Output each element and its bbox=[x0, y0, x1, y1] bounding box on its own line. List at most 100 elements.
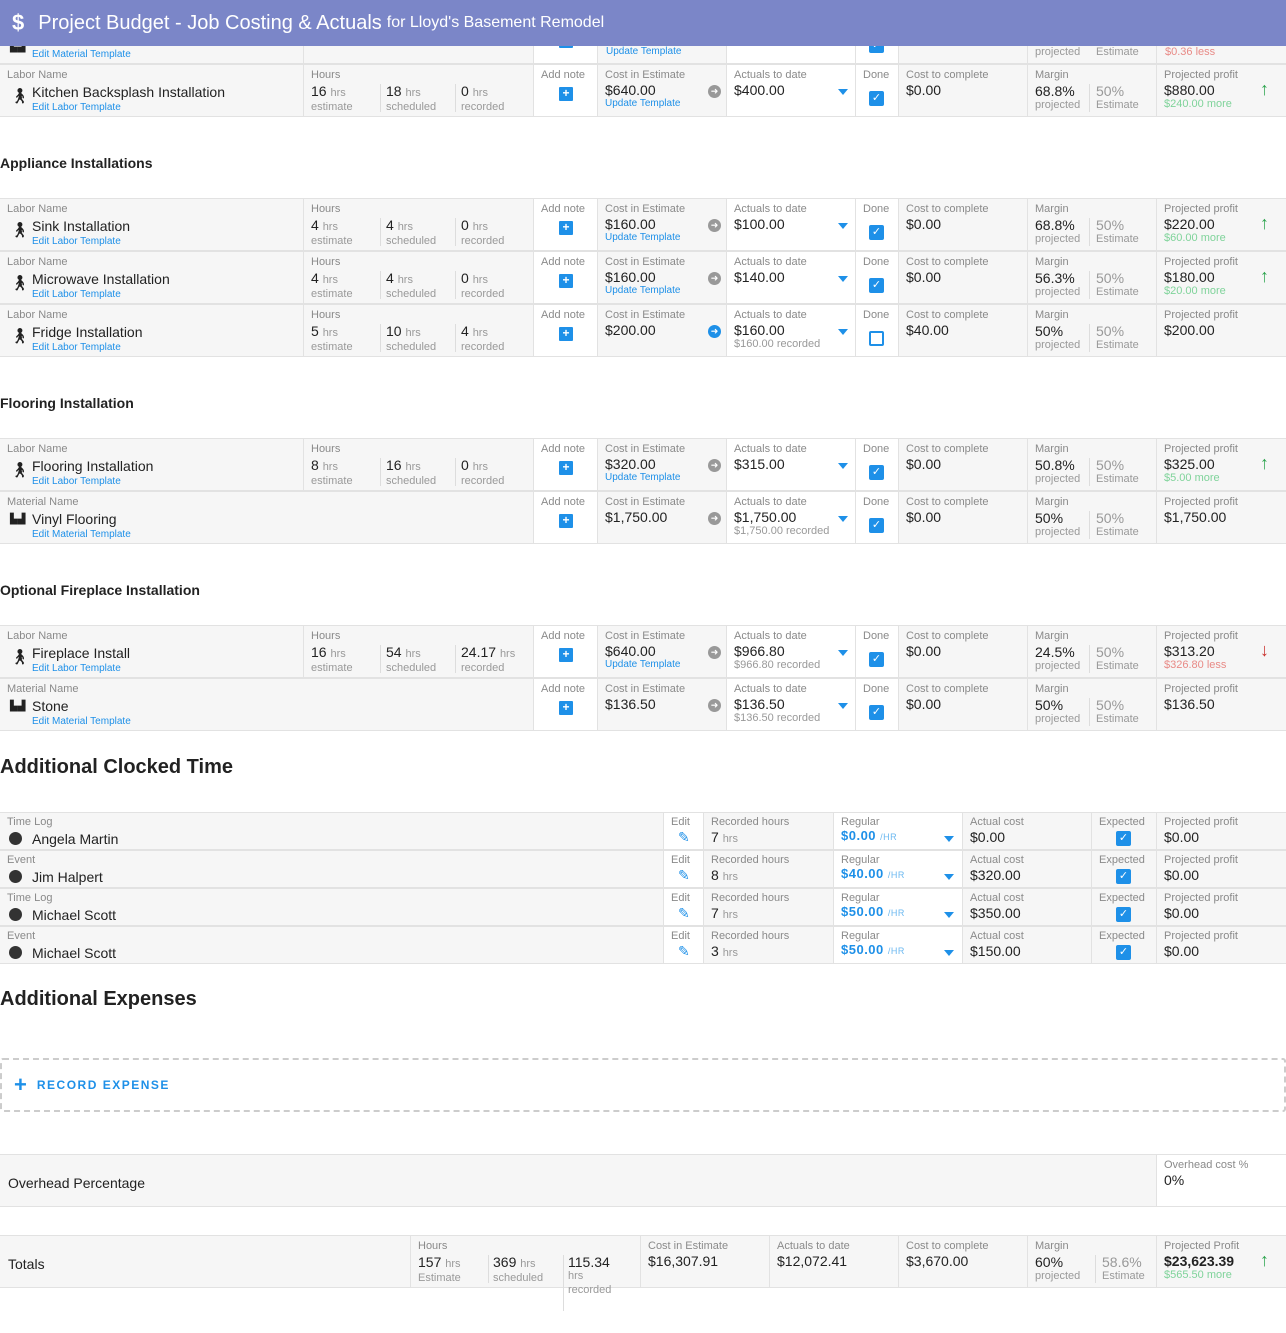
arrow-right-circle-icon[interactable]: ➜ bbox=[708, 699, 721, 712]
edit-material-template-link[interactable]: Edit Material Template bbox=[32, 529, 131, 540]
done-checkbox[interactable]: ✓ bbox=[869, 652, 884, 667]
done-checkbox[interactable]: ✓ bbox=[869, 91, 884, 106]
done-checkbox[interactable]: ✓ bbox=[869, 225, 884, 240]
rate-value[interactable]: $50.00 /HR bbox=[841, 942, 955, 957]
person-walking-icon: 🚶︎ bbox=[10, 462, 30, 479]
hours-caption: scheduled bbox=[386, 101, 437, 113]
arrow-right-circle-icon[interactable]: ➜ bbox=[708, 459, 721, 472]
cost-in-estimate-value: $200.00 bbox=[605, 322, 656, 338]
total-cost-to-complete: $3,670.00 bbox=[906, 1253, 969, 1269]
expected-cell: Expected ✓ bbox=[1091, 851, 1156, 887]
expected-checkbox[interactable]: ✓ bbox=[1116, 869, 1131, 884]
actuals-value[interactable]: $966.80 bbox=[734, 643, 785, 659]
dropdown-caret-icon[interactable] bbox=[944, 912, 954, 918]
edit-icon[interactable]: ✎ bbox=[678, 943, 690, 959]
done-checkbox[interactable]: ✓ bbox=[869, 465, 884, 480]
arrow-right-circle-icon[interactable]: ➜ bbox=[708, 646, 721, 659]
item-name: Fridge Installation bbox=[32, 324, 143, 340]
time-entry-name-cell: Time Log Michael Scott bbox=[0, 889, 663, 925]
expected-checkbox[interactable]: ✓ bbox=[1116, 945, 1131, 960]
dropdown-caret-icon[interactable] bbox=[838, 329, 848, 335]
done-checkbox[interactable]: ✓ bbox=[869, 518, 884, 533]
hours-cell: Hours 8 hrs estimate 16 hrs scheduled 0 hrs re… bbox=[303, 439, 533, 490]
expected-checkbox[interactable]: ✓ bbox=[1116, 907, 1131, 922]
done-checkbox[interactable]: ✓ bbox=[869, 278, 884, 293]
dropdown-caret-icon[interactable] bbox=[838, 223, 848, 229]
dropdown-caret-icon[interactable] bbox=[944, 836, 954, 842]
field-label: Regular bbox=[841, 930, 880, 942]
arrow-right-circle-icon[interactable]: ➜ bbox=[708, 325, 721, 338]
edit-icon[interactable]: ✎ bbox=[678, 905, 690, 921]
dropdown-caret-icon[interactable] bbox=[838, 516, 848, 522]
labor-row: Labor Name 🚶︎ Fireplace Install Edit Labor … bbox=[0, 625, 1286, 678]
add-note-icon[interactable]: + bbox=[559, 327, 573, 341]
actuals-value[interactable]: $160.00 bbox=[734, 322, 785, 338]
time-entry-row: Time Log Michael Scott Edit ✎ Recorded hours… bbox=[0, 888, 1286, 926]
actuals-value[interactable]: $315.00 bbox=[734, 456, 785, 472]
hours-estimate: 8 hrs estimate bbox=[311, 458, 353, 488]
actuals-value[interactable]: $140.00 bbox=[734, 269, 785, 285]
add-note-icon[interactable]: + bbox=[559, 514, 573, 528]
update-template-link[interactable]: Update Template bbox=[605, 472, 681, 483]
edit-labor-template-link[interactable]: Edit Labor Template bbox=[32, 663, 121, 674]
record-expense-button[interactable]: + RECORD EXPENSE bbox=[0, 1058, 1286, 1112]
person-walking-icon: 🚶︎ bbox=[10, 275, 30, 292]
dropdown-caret-icon[interactable] bbox=[944, 874, 954, 880]
add-note-icon[interactable]: + bbox=[559, 701, 573, 715]
rate-value[interactable]: $40.00 /HR bbox=[841, 866, 955, 881]
edit-cell: Edit ✎ bbox=[663, 889, 703, 925]
actuals-value[interactable]: $400.00 bbox=[734, 82, 785, 98]
total-hours-recorded: 115.34 bbox=[568, 1254, 610, 1270]
field-label: Add note bbox=[541, 496, 586, 508]
edit-icon[interactable]: ✎ bbox=[678, 829, 690, 845]
material-row: Material Name ▙▟ Vinyl Flooring Edit Materi… bbox=[0, 491, 1286, 544]
cost-in-estimate-cell: Cost in Estimate $160.00 Update Template ➜ bbox=[597, 252, 726, 303]
dropdown-caret-icon[interactable] bbox=[944, 950, 954, 956]
done-checkbox[interactable] bbox=[869, 331, 884, 346]
dropdown-caret-icon[interactable] bbox=[838, 463, 848, 469]
update-template-link[interactable]: Update Template bbox=[605, 98, 681, 109]
update-template-link[interactable]: Update Template bbox=[605, 285, 681, 296]
arrow-right-circle-icon[interactable]: ➜ bbox=[708, 85, 721, 98]
edit-labor-template-link[interactable]: Edit Labor Template bbox=[32, 289, 121, 300]
field-label: Cost to complete bbox=[906, 443, 989, 455]
actuals-value[interactable]: $1,750.00 bbox=[734, 509, 797, 525]
add-note-icon[interactable]: + bbox=[559, 87, 573, 101]
add-note-icon[interactable]: + bbox=[559, 274, 573, 288]
hrs-unit: hrs bbox=[499, 648, 516, 660]
arrow-right-circle-icon[interactable]: ➜ bbox=[708, 512, 721, 525]
update-template-link[interactable]: Update Template bbox=[605, 659, 681, 670]
hrs-unit: hrs bbox=[568, 1270, 584, 1282]
dropdown-caret-icon[interactable] bbox=[838, 276, 848, 282]
add-note-icon[interactable]: + bbox=[559, 221, 573, 235]
update-template-link[interactable]: Update Template bbox=[606, 46, 682, 57]
add-note-icon[interactable]: + bbox=[559, 461, 573, 475]
clock-icon bbox=[9, 946, 22, 959]
update-template-link[interactable]: Update Template bbox=[605, 232, 681, 243]
person-walking-icon: 🚶︎ bbox=[10, 88, 30, 105]
dropdown-caret-icon[interactable] bbox=[838, 89, 848, 95]
edit-icon[interactable]: ✎ bbox=[678, 867, 690, 883]
margin-estimate-value: 50% bbox=[1096, 457, 1125, 473]
edit-labor-template-link[interactable]: Edit Labor Template bbox=[32, 102, 121, 113]
hours-value: 16 bbox=[386, 457, 402, 473]
edit-material-template-link[interactable]: Edit Material Template bbox=[32, 716, 131, 727]
actuals-value[interactable]: $136.50 bbox=[734, 696, 785, 712]
overhead-value[interactable]: 0% bbox=[1164, 1172, 1185, 1188]
actuals-value[interactable]: $100.00 bbox=[734, 216, 785, 232]
projected-profit-cell: Projected profit $880.00 $240.00 more ↑ bbox=[1156, 65, 1286, 116]
dropdown-caret-icon[interactable] bbox=[838, 703, 848, 709]
rate-value[interactable]: $50.00 /HR bbox=[841, 904, 955, 919]
overhead-input[interactable]: Overhead cost % 0% bbox=[1156, 1155, 1286, 1206]
expected-checkbox[interactable]: ✓ bbox=[1116, 831, 1131, 846]
dropdown-caret-icon[interactable] bbox=[838, 650, 848, 656]
edit-material-template-link[interactable]: Edit Material Template bbox=[32, 49, 131, 60]
edit-labor-template-link[interactable]: Edit Labor Template bbox=[32, 342, 121, 353]
arrow-right-circle-icon[interactable]: ➜ bbox=[708, 219, 721, 232]
arrow-right-circle-icon[interactable]: ➜ bbox=[708, 272, 721, 285]
edit-labor-template-link[interactable]: Edit Labor Template bbox=[32, 236, 121, 247]
rate-value[interactable]: $0.00 /HR bbox=[841, 828, 955, 843]
add-note-icon[interactable]: + bbox=[559, 648, 573, 662]
edit-labor-template-link[interactable]: Edit Labor Template bbox=[32, 476, 121, 487]
done-checkbox[interactable]: ✓ bbox=[869, 705, 884, 720]
